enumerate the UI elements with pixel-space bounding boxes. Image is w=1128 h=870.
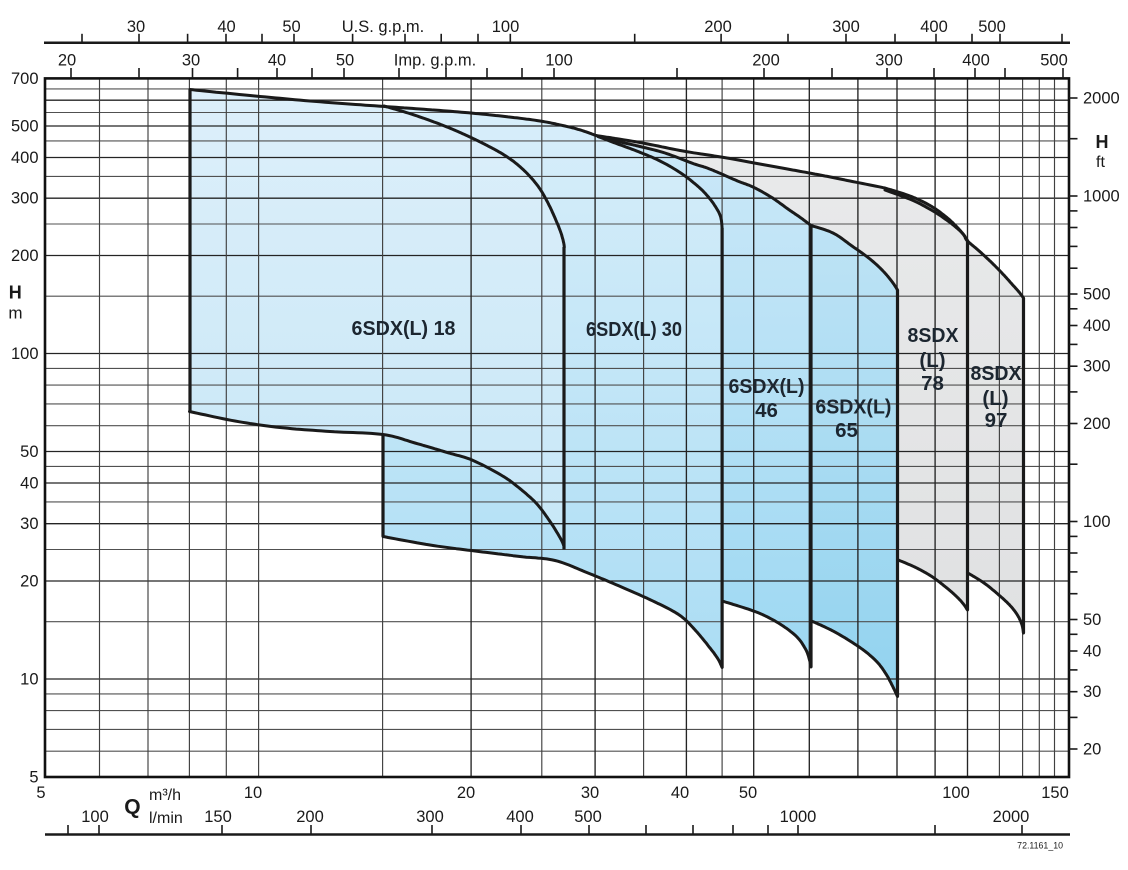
svg-text:500: 500: [574, 808, 602, 826]
svg-text:97: 97: [985, 409, 1008, 432]
svg-text:(L): (L): [919, 349, 945, 372]
svg-text:150: 150: [1041, 784, 1069, 802]
svg-text:Imp. g.p.m.: Imp. g.p.m.: [394, 52, 477, 70]
svg-text:300: 300: [832, 18, 860, 36]
svg-text:2000: 2000: [1083, 90, 1120, 108]
svg-text:100: 100: [942, 784, 970, 802]
svg-text:200: 200: [752, 52, 780, 70]
svg-text:500: 500: [11, 118, 39, 136]
svg-text:8SDX: 8SDX: [971, 362, 1022, 385]
svg-text:400: 400: [962, 52, 990, 70]
svg-text:50: 50: [1083, 611, 1101, 629]
svg-text:m³/h: m³/h: [149, 787, 181, 804]
svg-text:40: 40: [1083, 643, 1101, 661]
svg-text:20: 20: [20, 573, 38, 591]
svg-text:1000: 1000: [780, 808, 817, 826]
svg-text:10: 10: [244, 784, 262, 802]
svg-text:400: 400: [506, 808, 534, 826]
svg-text:200: 200: [704, 18, 732, 36]
svg-text:100: 100: [81, 808, 109, 826]
svg-text:(L): (L): [982, 387, 1008, 410]
svg-text:50: 50: [336, 52, 354, 70]
svg-text:Q: Q: [124, 796, 140, 819]
svg-text:100: 100: [492, 18, 520, 36]
svg-text:m: m: [8, 304, 22, 323]
svg-text:300: 300: [416, 808, 444, 826]
svg-text:500: 500: [1083, 286, 1111, 304]
svg-text:30: 30: [581, 784, 599, 802]
svg-text:6SDX(L) 18: 6SDX(L) 18: [352, 317, 456, 340]
svg-text:200: 200: [11, 247, 39, 265]
svg-text:400: 400: [11, 149, 39, 167]
svg-text:50: 50: [282, 18, 300, 36]
svg-text:40: 40: [671, 784, 689, 802]
svg-text:6SDX(L): 6SDX(L): [815, 396, 891, 419]
svg-text:H: H: [1096, 132, 1109, 152]
svg-text:46: 46: [755, 399, 778, 422]
svg-text:6SDX(L): 6SDX(L): [729, 375, 805, 398]
svg-text:20: 20: [1083, 741, 1101, 759]
svg-text:30: 30: [1083, 683, 1101, 701]
svg-text:500: 500: [978, 18, 1006, 36]
svg-text:72.1161_10: 72.1161_10: [1017, 841, 1063, 851]
svg-text:5: 5: [36, 784, 45, 802]
svg-text:ft: ft: [1096, 154, 1105, 171]
svg-text:500: 500: [1040, 52, 1068, 70]
svg-text:2000: 2000: [993, 808, 1030, 826]
svg-text:10: 10: [20, 671, 38, 689]
svg-text:U.S. g.p.m.: U.S. g.p.m.: [342, 18, 425, 36]
svg-text:150: 150: [204, 808, 232, 826]
svg-text:400: 400: [920, 18, 948, 36]
svg-text:40: 40: [20, 475, 38, 493]
svg-text:30: 30: [182, 52, 200, 70]
svg-text:1000: 1000: [1083, 188, 1120, 206]
svg-text:20: 20: [58, 52, 76, 70]
svg-text:78: 78: [921, 372, 944, 395]
svg-text:40: 40: [268, 52, 286, 70]
svg-text:100: 100: [11, 345, 39, 363]
svg-text:65: 65: [835, 419, 858, 442]
svg-text:200: 200: [296, 808, 324, 826]
svg-text:50: 50: [739, 784, 757, 802]
svg-text:300: 300: [1083, 358, 1111, 376]
svg-text:8SDX: 8SDX: [908, 324, 959, 347]
svg-text:200: 200: [1083, 415, 1111, 433]
svg-text:H: H: [9, 283, 22, 303]
svg-text:l/min: l/min: [149, 810, 183, 827]
svg-text:50: 50: [20, 443, 38, 461]
svg-text:30: 30: [20, 515, 38, 533]
svg-text:300: 300: [11, 190, 39, 208]
svg-text:6SDX(L) 30: 6SDX(L) 30: [586, 318, 682, 341]
svg-text:5: 5: [29, 769, 38, 787]
svg-text:400: 400: [1083, 317, 1111, 335]
svg-text:40: 40: [217, 18, 235, 36]
svg-text:300: 300: [875, 52, 903, 70]
svg-text:700: 700: [11, 70, 39, 88]
svg-text:30: 30: [127, 18, 145, 36]
svg-text:20: 20: [457, 784, 475, 802]
svg-text:100: 100: [1083, 513, 1111, 531]
svg-text:100: 100: [545, 52, 573, 70]
